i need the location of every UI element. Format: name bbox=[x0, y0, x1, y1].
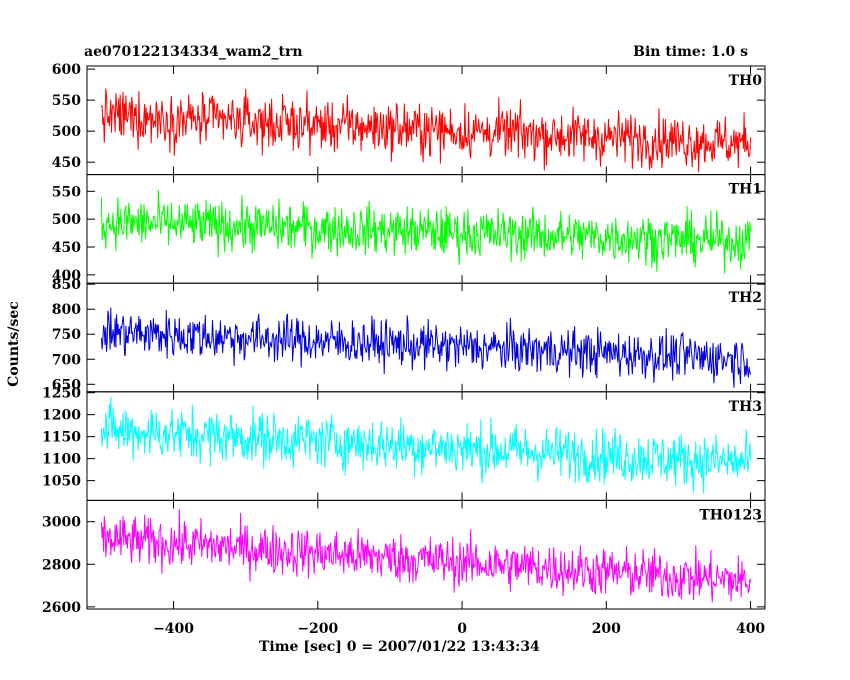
y-axis-label: Counts/sec bbox=[6, 301, 22, 387]
y-tick-label: 450 bbox=[52, 155, 81, 171]
y-tick-label: 750 bbox=[52, 327, 81, 343]
x-tick-label: −400 bbox=[153, 621, 194, 637]
y-tick-label: 2600 bbox=[42, 600, 81, 616]
y-tick-label: 700 bbox=[52, 352, 81, 368]
y-tick-label: 550 bbox=[52, 93, 81, 109]
y-tick-label: 1150 bbox=[42, 430, 81, 446]
panel-label-th1: TH1 bbox=[729, 182, 762, 198]
x-tick-label: 400 bbox=[736, 621, 765, 637]
series-line-th0 bbox=[100, 88, 752, 173]
series-line-th3 bbox=[100, 396, 752, 494]
y-tick-label: 2800 bbox=[42, 557, 81, 573]
y-tick-label: 600 bbox=[52, 62, 81, 78]
y-tick-label: 650 bbox=[52, 377, 81, 393]
y-tick-label: 550 bbox=[52, 184, 81, 200]
chart-title-right: Bin time: 1.0 s bbox=[633, 44, 748, 60]
series-line-th2 bbox=[100, 307, 752, 388]
y-tick-label: 1250 bbox=[42, 386, 81, 402]
series-line-th0123 bbox=[100, 508, 752, 603]
y-tick-label: 500 bbox=[52, 124, 81, 140]
y-tick-label: 1100 bbox=[42, 452, 81, 468]
y-tick-label: 500 bbox=[52, 212, 81, 228]
panel-frame bbox=[86, 499, 766, 610]
panel-label-th0123: TH0123 bbox=[699, 507, 762, 523]
y-tick-label: 1200 bbox=[42, 408, 81, 424]
y-tick-label: 450 bbox=[52, 240, 81, 256]
x-axis-label: Time [sec] 0 = 2007/01/22 13:43:34 bbox=[259, 639, 540, 655]
chart-title-left: ae070122134334_wam2_trn bbox=[84, 44, 303, 60]
panel-label-th0: TH0 bbox=[729, 73, 763, 89]
panel-label-th3: TH3 bbox=[729, 399, 762, 415]
y-tick-label: 400 bbox=[52, 268, 81, 284]
x-tick-label: 0 bbox=[457, 621, 467, 637]
y-tick-label: 850 bbox=[52, 277, 81, 293]
x-tick-label: 200 bbox=[592, 621, 621, 637]
series-line-th1 bbox=[100, 190, 752, 274]
x-tick-label: −200 bbox=[297, 621, 338, 637]
panel-label-th2: TH2 bbox=[729, 290, 762, 306]
y-tick-label: 3000 bbox=[42, 515, 81, 531]
y-tick-label: 1050 bbox=[42, 474, 81, 490]
y-tick-label: 800 bbox=[52, 302, 81, 318]
